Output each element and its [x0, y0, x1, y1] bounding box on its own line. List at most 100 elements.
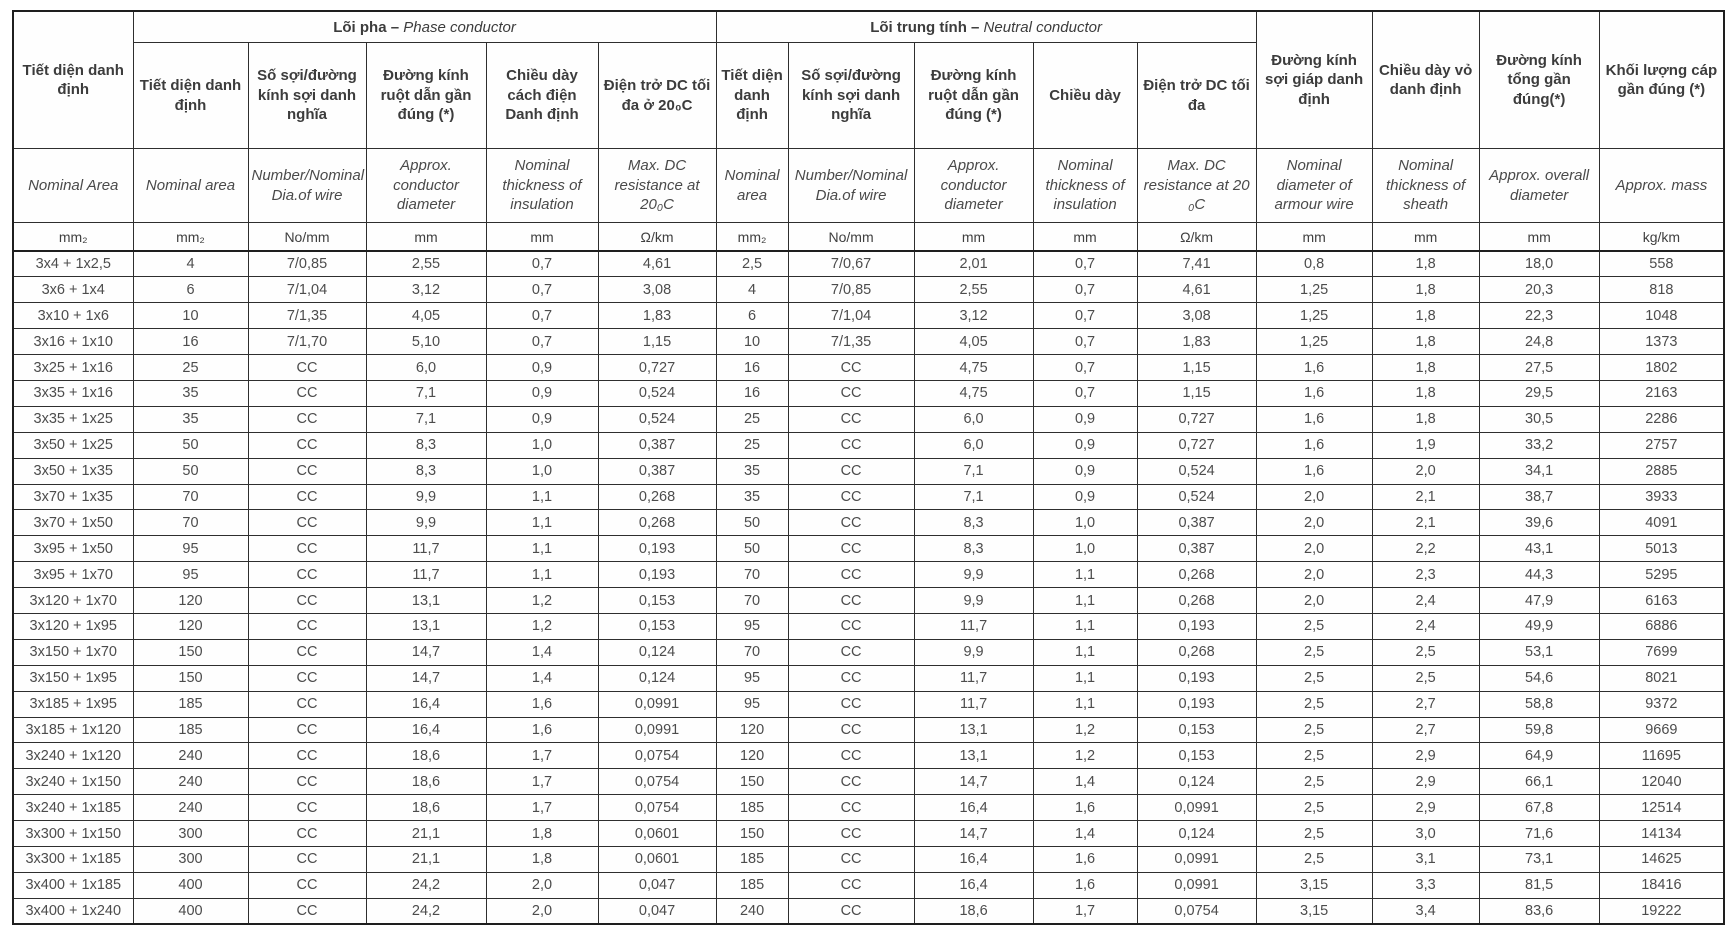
table-cell: 0,0754	[597, 742, 717, 770]
table-row: 3x240 + 1x120 240 CC 18,6 1,7 0,0754 120 CC 13,1…	[12, 742, 1725, 770]
table-cell: 0,0754	[597, 794, 717, 822]
table-cell: 18,6	[913, 897, 1034, 925]
row-label-cell: 3x150 + 1x70	[12, 638, 134, 666]
table-cell: 0,0991	[1136, 845, 1257, 873]
table-cell: CC	[247, 379, 367, 407]
header-overall-diameter-vi: Đường kính tổng gần đúng(*)	[1478, 10, 1600, 149]
table-cell: CC	[787, 431, 915, 459]
table-cell: 0,193	[1136, 664, 1257, 692]
table-cell: 11,7	[365, 561, 487, 589]
header-phase-wire-number-vi: Số sợi/đường kính sợi danh nghĩa	[247, 42, 367, 149]
table-cell: 43,1	[1478, 535, 1600, 563]
table-cell: 0,727	[597, 354, 717, 381]
table-cell: 1,8	[1371, 354, 1480, 381]
table-cell: 9,9	[365, 509, 487, 537]
header-nominal-area-en: Nominal Area	[12, 148, 134, 223]
table-cell: 1,9	[1371, 431, 1480, 459]
row-label-cell: 3x10 + 1x6	[12, 302, 134, 330]
table-cell: 73,1	[1478, 845, 1600, 873]
table-cell: 185	[715, 845, 789, 873]
table-cell: 240	[132, 742, 249, 770]
table-cell: 1,15	[597, 328, 717, 356]
table-cell: 49,9	[1478, 612, 1600, 640]
table-row: 3x400 + 1x185 400 CC 24,2 2,0 0,047 185 CC 16,4 1…	[12, 871, 1725, 899]
table-cell: 47,9	[1478, 587, 1600, 614]
table-cell: 2,0	[1255, 561, 1373, 589]
table-cell: CC	[787, 742, 915, 770]
table-cell: 7,1	[365, 379, 487, 407]
table-cell: 0,7	[1032, 379, 1138, 407]
table-cell: 3,12	[913, 302, 1034, 330]
table-cell: 2,2	[1371, 535, 1480, 563]
table-cell: 66,1	[1478, 768, 1600, 796]
unit-neutral-wire-number: No/mm	[787, 222, 915, 252]
table-cell: 1048	[1598, 302, 1725, 330]
table-cell: 7,1	[365, 405, 487, 433]
table-cell: 1,1	[1032, 664, 1138, 692]
table-cell: 0,047	[597, 897, 717, 925]
table-cell: 0,9	[1032, 431, 1138, 459]
table-cell: 0,0991	[1136, 794, 1257, 822]
table-cell: 29,5	[1478, 379, 1600, 407]
table-cell: 67,8	[1478, 794, 1600, 822]
table-row: 3x35 + 1x16 35 CC 7,1 0,9 0,524 16 CC 4,75 0,7 1,1…	[12, 379, 1725, 407]
table-cell: 300	[132, 820, 249, 847]
header-armour-wire-diameter-vi: Đường kính sợi giáp danh định	[1255, 10, 1373, 149]
table-row: 3x120 + 1x70 120 CC 13,1 1,2 0,153 70 CC 9,9 1,1 0…	[12, 587, 1725, 614]
table-cell: CC	[787, 871, 915, 899]
unit-cable-mass: kg/km	[1598, 222, 1725, 252]
table-cell: 2,0	[1255, 587, 1373, 614]
table-cell: 0,524	[1136, 457, 1257, 485]
table-cell: 14,7	[913, 820, 1034, 847]
table-cell: 0,9	[1032, 405, 1138, 433]
table-cell: 13,1	[365, 587, 487, 614]
table-cell: 1,83	[597, 302, 717, 330]
table-cell: 3,12	[365, 276, 487, 304]
table-cell: 0,268	[597, 509, 717, 537]
table-row: 3x150 + 1x95 150 CC 14,7 1,4 0,124 95 CC 11,7 1,1…	[12, 664, 1725, 692]
table-cell: 2885	[1598, 457, 1725, 485]
table-cell: CC	[247, 871, 367, 899]
row-label-cell: 3x300 + 1x185	[12, 845, 134, 873]
table-cell: 0,124	[597, 664, 717, 692]
table-cell: 11,7	[365, 535, 487, 563]
table-cell: 0,193	[597, 561, 717, 589]
table-row: 3x185 + 1x95 185 CC 16,4 1,6 0,0991 95 CC 11,7 1,…	[12, 690, 1725, 718]
table-cell: 33,2	[1478, 431, 1600, 459]
table-cell: 3,1	[1371, 845, 1480, 873]
table-cell: 1,8	[1371, 276, 1480, 304]
table-cell: 0,268	[1136, 587, 1257, 614]
table-cell: 7699	[1598, 638, 1725, 666]
table-cell: CC	[247, 690, 367, 718]
table-cell: 1,6	[1255, 457, 1373, 485]
table-cell: 7/0,85	[787, 276, 915, 304]
table-row: 3x300 + 1x150 300 CC 21,1 1,8 0,0601 150 CC 14,7…	[12, 820, 1725, 847]
table-cell: CC	[787, 509, 915, 537]
table-cell: 24,2	[365, 871, 487, 899]
table-cell: 13,1	[913, 716, 1034, 744]
table-cell: 95	[715, 612, 789, 640]
table-row: 3x16 + 1x10 16 7/1,70 5,10 0,7 1,15 10 7/1,35 4,…	[12, 328, 1725, 356]
table-cell: 240	[132, 768, 249, 796]
table-cell: 83,6	[1478, 897, 1600, 925]
header-neutral-area-vi: Tiết diện danh định	[715, 42, 789, 149]
table-cell: 0,193	[1136, 612, 1257, 640]
table-cell: 0,268	[1136, 638, 1257, 666]
table-cell: 12514	[1598, 794, 1725, 822]
row-label-cell: 3x150 + 1x95	[12, 664, 134, 692]
table-cell: 0,193	[1136, 690, 1257, 718]
table-row: 3x300 + 1x185 300 CC 21,1 1,8 0,0601 185 CC 16,4…	[12, 845, 1725, 873]
table-cell: 9372	[1598, 690, 1725, 718]
table-cell: CC	[247, 820, 367, 847]
table-cell: 27,5	[1478, 354, 1600, 381]
table-cell: 70	[715, 638, 789, 666]
table-cell: 0,524	[597, 405, 717, 433]
table-cell: 0,9	[485, 379, 599, 407]
table-cell: 1,6	[1032, 845, 1138, 873]
row-label-cell: 3x240 + 1x185	[12, 794, 134, 822]
table-cell: 185	[715, 794, 789, 822]
table-cell: CC	[247, 768, 367, 796]
table-cell: 2,5	[1255, 612, 1373, 640]
table-cell: 2,0	[1255, 509, 1373, 537]
header-phase-conductor-diameter-en: Approx. conductor diameter	[365, 148, 487, 223]
